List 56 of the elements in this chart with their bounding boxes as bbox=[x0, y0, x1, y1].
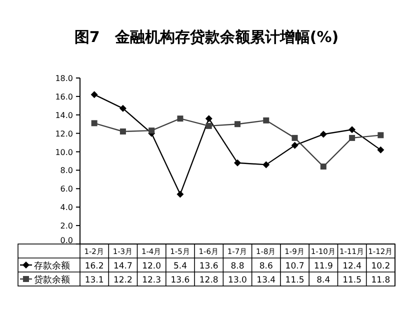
point bbox=[320, 164, 326, 170]
y-tick-label: 4.0 bbox=[60, 203, 73, 212]
data-label: 12.4 bbox=[342, 262, 362, 272]
data-label: 10.2 bbox=[371, 262, 390, 272]
data-label: 13.6 bbox=[199, 262, 218, 272]
point bbox=[119, 104, 126, 112]
data-label: 12.2 bbox=[113, 276, 132, 286]
y-tick-label: 2.0 bbox=[60, 222, 73, 231]
data-label: 14.7 bbox=[113, 262, 132, 272]
point bbox=[120, 128, 126, 134]
point bbox=[205, 115, 212, 122]
data-label: 10.7 bbox=[285, 262, 304, 272]
point bbox=[148, 128, 155, 134]
y-tick-label: 10.0 bbox=[55, 148, 73, 157]
y-tick-label: 6.0 bbox=[60, 184, 73, 194]
point bbox=[90, 91, 98, 98]
data-label: 12.3 bbox=[142, 276, 162, 286]
data-label: 11.5 bbox=[342, 276, 362, 286]
point bbox=[177, 116, 184, 122]
point bbox=[291, 142, 298, 149]
point bbox=[263, 117, 270, 124]
point bbox=[377, 146, 384, 154]
data-label: 11.5 bbox=[285, 276, 304, 286]
data-label: 11.8 bbox=[371, 276, 390, 286]
data-label: 13.1 bbox=[84, 276, 104, 286]
point bbox=[349, 134, 356, 141]
point bbox=[234, 121, 240, 128]
y-tick-label: 16.0 bbox=[55, 92, 73, 102]
point bbox=[91, 120, 98, 126]
data-label: 12.0 bbox=[142, 262, 162, 272]
data-label: 5.4 bbox=[173, 262, 187, 272]
point bbox=[262, 161, 270, 168]
point bbox=[320, 130, 327, 138]
legend-label: 贷款余额 bbox=[34, 274, 70, 286]
data-label: 16.2 bbox=[84, 262, 104, 272]
legend-label: 存款余额 bbox=[34, 260, 70, 272]
y-tick-label: 0.0 bbox=[60, 236, 73, 245]
data-label: 8.6 bbox=[259, 262, 273, 272]
data-label: 8.8 bbox=[230, 262, 244, 272]
data-label: 13.4 bbox=[256, 276, 276, 286]
y-tick-label: 14.0 bbox=[55, 110, 73, 120]
data-label: 12.8 bbox=[199, 276, 218, 286]
y-tick-label: 12.0 bbox=[55, 129, 73, 138]
data-label: 11.9 bbox=[314, 262, 333, 272]
point bbox=[234, 159, 241, 166]
point bbox=[292, 134, 298, 141]
point bbox=[348, 126, 356, 134]
chart-title: 图7 金融机构存贷款余额累计增幅(%) bbox=[74, 28, 339, 46]
y-tick-label: 18.0 bbox=[55, 74, 73, 83]
point bbox=[206, 122, 212, 129]
data-label: 13.6 bbox=[170, 276, 190, 286]
point bbox=[176, 190, 184, 198]
point bbox=[378, 132, 384, 138]
data-label: 13.0 bbox=[228, 276, 247, 286]
y-tick-label: 8.0 bbox=[60, 166, 73, 176]
data-label: 8.4 bbox=[316, 276, 330, 286]
